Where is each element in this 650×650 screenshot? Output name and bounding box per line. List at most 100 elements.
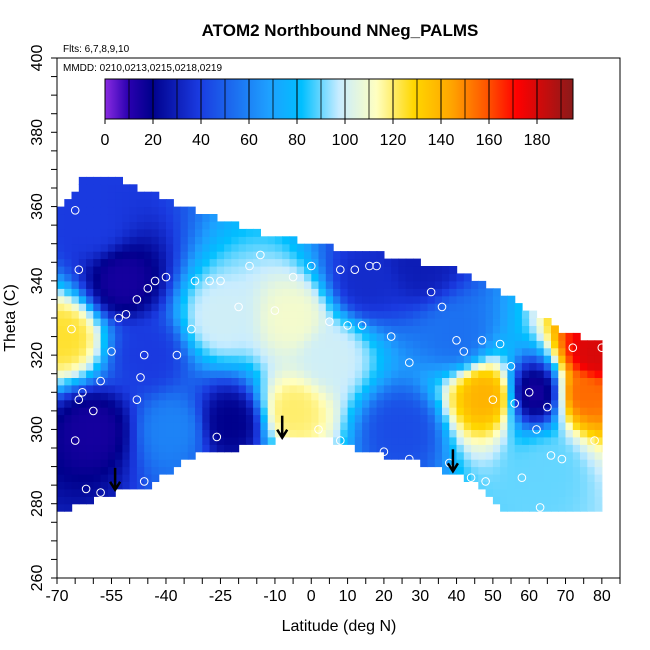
heatmap-cell	[245, 392, 254, 401]
heatmap-cell	[558, 377, 567, 386]
heatmap-cell	[187, 407, 196, 416]
heatmap-cell	[158, 295, 167, 304]
heatmap-cell	[507, 488, 516, 497]
heatmap-cell	[267, 347, 276, 356]
heatmap-cell	[158, 399, 167, 408]
heatmap-cell	[260, 422, 269, 430]
heatmap-cell	[202, 310, 211, 319]
heatmap-cell	[136, 288, 145, 297]
heatmap-cell	[449, 288, 458, 297]
heatmap-cell	[398, 429, 407, 438]
heatmap-cell	[580, 466, 588, 475]
sample-point	[405, 454, 414, 464]
heatmap-cell	[296, 280, 305, 289]
heatmap-cell	[71, 355, 80, 364]
heatmap-cell	[166, 266, 174, 274]
heatmap-cell	[456, 407, 465, 416]
heatmap-cell	[209, 347, 218, 356]
heatmap-cell	[71, 429, 80, 438]
heatmap-cell	[115, 370, 123, 378]
heatmap-cell	[601, 377, 603, 386]
heatmap-cell	[572, 459, 581, 468]
heatmap-cell	[78, 466, 87, 475]
heatmap-cell	[93, 459, 102, 468]
heatmap-cell	[209, 251, 218, 260]
heatmap-cell	[187, 377, 196, 386]
heatmap-cell	[514, 481, 523, 490]
heatmap-cell	[514, 318, 523, 326]
heatmap-cell	[325, 429, 334, 438]
heatmap-cell	[413, 266, 421, 274]
heatmap-cell	[107, 221, 116, 230]
heatmap-cell	[107, 355, 116, 364]
heatmap-cell	[492, 496, 501, 505]
heatmap-cell	[347, 407, 356, 416]
heatmap-cell	[478, 444, 487, 453]
heatmap-cell	[565, 384, 574, 393]
heatmap-cell	[86, 243, 94, 252]
heatmap-cell	[238, 399, 247, 408]
heatmap-cell	[158, 414, 167, 423]
heatmap-cell	[383, 422, 392, 430]
heatmap-cell	[391, 370, 400, 378]
heatmap-cell	[158, 214, 167, 222]
heatmap-cell	[136, 221, 145, 230]
heatmap-cell	[57, 422, 65, 430]
heatmap-cell	[333, 414, 341, 423]
heatmap-cell	[289, 399, 298, 408]
heatmap-cell	[325, 392, 334, 401]
heatmap-cell	[71, 399, 80, 408]
heatmap-cell	[86, 251, 94, 260]
heatmap-cell	[93, 199, 102, 208]
heatmap-cell	[136, 214, 145, 222]
heatmap-cell	[180, 303, 189, 312]
heatmap-cell	[536, 459, 545, 468]
heatmap-cell	[413, 355, 421, 364]
heatmap-cell	[362, 273, 370, 282]
heatmap-cell	[122, 422, 131, 430]
heatmap-cell	[231, 266, 240, 274]
heatmap-cell	[122, 436, 131, 445]
heatmap-cell	[93, 332, 102, 341]
heatmap-cell	[231, 429, 240, 438]
heatmap-cell	[601, 488, 603, 497]
heatmap-cell	[420, 459, 429, 468]
heatmap-cell	[64, 414, 73, 423]
heatmap-cell	[78, 399, 87, 408]
heatmap-cell	[173, 251, 182, 260]
heatmap-cell	[485, 347, 494, 356]
heatmap-cell	[71, 377, 80, 386]
heatmap-cell	[86, 377, 94, 386]
heatmap-cell	[434, 459, 443, 468]
heatmap-cell	[391, 288, 400, 297]
heatmap-cell	[383, 436, 392, 445]
heatmap-cell	[594, 362, 603, 371]
heatmap-cell	[529, 451, 538, 460]
heatmap-cell	[158, 280, 167, 289]
heatmap-cell	[369, 422, 378, 430]
heatmap-cell	[122, 407, 131, 416]
heatmap-cell	[529, 377, 538, 386]
heatmap-cell	[195, 422, 203, 430]
heatmap-cell	[253, 243, 261, 252]
heatmap-cell	[202, 362, 211, 371]
heatmap-cell	[587, 340, 596, 349]
heatmap-cell	[521, 407, 530, 416]
heatmap-cell	[86, 258, 94, 267]
heatmap-cell	[500, 377, 508, 386]
heatmap-cell	[122, 318, 131, 326]
heatmap-cell	[245, 288, 254, 297]
heatmap-cell	[224, 436, 232, 445]
heatmap-cell	[129, 429, 138, 438]
heatmap-cell	[304, 422, 312, 430]
heatmap-cell	[296, 355, 305, 364]
heatmap-cell	[78, 340, 87, 349]
heatmap-cell	[71, 303, 80, 312]
colorbar-tick-label: 20	[144, 132, 162, 149]
heatmap-cell	[238, 362, 247, 371]
sample-point	[307, 261, 316, 271]
heatmap-cell	[144, 310, 153, 319]
heatmap-cell	[354, 251, 363, 260]
heatmap-cell	[282, 243, 291, 252]
